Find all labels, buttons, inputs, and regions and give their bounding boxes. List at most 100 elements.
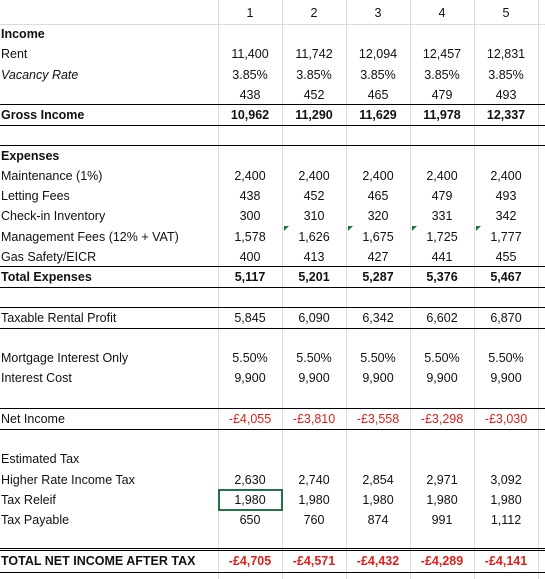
- row-label: TOTAL NET INCOME AFTER TAX: [1, 553, 196, 568]
- cell-value: 413: [303, 249, 325, 264]
- cell-value: 9,900: [426, 371, 458, 386]
- cell-value: 479: [431, 87, 453, 102]
- cell-value: -£3,558: [356, 411, 400, 426]
- grid-line: [474, 0, 475, 579]
- grid-line: [0, 24, 545, 25]
- cell-value: 6,090: [298, 310, 330, 325]
- cell-value: 3.85%: [232, 67, 268, 82]
- cell-value: 9,900: [298, 371, 330, 386]
- cell-value: 11,400: [231, 47, 269, 62]
- cell-value: -£4,289: [420, 553, 464, 568]
- cell-value: 5,467: [490, 270, 522, 284]
- column-header: 5: [502, 6, 510, 20]
- cell-value: 438: [239, 87, 261, 102]
- row-label: Maintenance (1%): [1, 168, 103, 183]
- row-label: Check-in Inventory: [1, 209, 106, 224]
- cell-value: 5,201: [298, 270, 330, 284]
- cell-value: 11,629: [359, 108, 397, 122]
- row-label: Estimated Tax: [1, 452, 80, 467]
- cell-value: 11,978: [423, 108, 461, 122]
- cell-value: -£3,298: [420, 411, 464, 426]
- row-label: Taxable Rental Profit: [1, 310, 117, 325]
- cell-value: 12,457: [422, 47, 462, 62]
- cell-value: 3.85%: [296, 67, 332, 82]
- cell-value: 493: [495, 189, 517, 203]
- cell-value: 9,900: [490, 371, 522, 386]
- error-indicator: [412, 225, 417, 231]
- cell-value: 1,980: [362, 492, 394, 507]
- cell-value: -£4,705: [228, 553, 272, 568]
- cell-value: 1,578: [234, 229, 266, 244]
- cell-value: 874: [367, 513, 389, 527]
- cell-value: 465: [367, 189, 389, 203]
- grid-line: [538, 0, 539, 579]
- border-line: [0, 327, 545, 329]
- selected-cell: [218, 488, 283, 511]
- cell-value: 465: [367, 87, 389, 102]
- cell-value: 5.50%: [488, 351, 524, 365]
- cell-value: 5.50%: [360, 351, 396, 365]
- error-indicator: [284, 225, 289, 231]
- cell-value: 5,287: [362, 270, 394, 284]
- cell-value: 5.50%: [296, 351, 332, 365]
- cell-value: 300: [239, 209, 261, 224]
- row-label: Vacancy Rate: [1, 67, 79, 82]
- grid-line: [218, 0, 219, 579]
- cell-value: 320: [367, 209, 389, 224]
- cell-value: 760: [303, 513, 325, 527]
- cell-value: -£4,055: [228, 411, 272, 426]
- row-label: Higher Rate Income Tax: [1, 472, 135, 487]
- border-line: [0, 549, 545, 551]
- cell-value: 11,742: [295, 47, 333, 62]
- cell-value: -£4,141: [484, 553, 528, 568]
- cell-value: 452: [303, 189, 325, 203]
- row-label: Net Income: [1, 411, 65, 426]
- row-label: Gas Safety/EICR: [1, 249, 97, 264]
- cell-value: 2,630: [234, 472, 266, 487]
- cell-value: 1,725: [426, 229, 458, 244]
- cell-value: 1,112: [490, 513, 522, 527]
- cell-value: 3.85%: [424, 67, 460, 82]
- column-header: 3: [374, 6, 382, 20]
- cell-value: 6,602: [426, 310, 458, 325]
- cell-value: 1,626: [298, 229, 330, 244]
- cell-value: 427: [367, 249, 389, 264]
- cell-value: -£3,030: [484, 411, 528, 426]
- cell-value: 2,400: [298, 168, 330, 183]
- border-line: [0, 266, 545, 267]
- row-label: Mortgage Interest Only: [1, 351, 129, 365]
- row-label: Tax Releif: [1, 492, 56, 507]
- cell-value: 3,092: [490, 472, 522, 487]
- cell-value: 1,777: [490, 229, 522, 244]
- cell-value: 5.50%: [424, 351, 460, 365]
- cell-value: 1,675: [362, 229, 394, 244]
- cell-value: 441: [431, 249, 453, 264]
- row-label: Gross Income: [1, 108, 85, 122]
- cell-value: 2,971: [426, 472, 458, 487]
- row-label: Letting Fees: [1, 189, 70, 203]
- border-line: [0, 428, 545, 430]
- cell-value: -£4,571: [292, 553, 336, 568]
- cell-value: 479: [431, 189, 453, 203]
- cell-value: 452: [303, 87, 325, 102]
- cell-value: 400: [239, 249, 261, 264]
- column-header: 2: [310, 6, 318, 20]
- cell-value: 2,400: [490, 168, 522, 183]
- cell-value: 1,980: [234, 492, 266, 507]
- cell-value: 331: [431, 209, 453, 224]
- grid-line: [346, 0, 347, 579]
- cell-value: 991: [431, 513, 453, 527]
- border-line: [0, 104, 545, 105]
- row-label: Tax Payable: [1, 513, 70, 527]
- grid-line: [282, 0, 283, 579]
- cell-value: 6,870: [490, 310, 522, 325]
- cell-value: 10,962: [230, 108, 270, 122]
- cell-value: -£4,432: [356, 553, 400, 568]
- column-header: 1: [246, 6, 254, 20]
- cell-value: 1,980: [298, 492, 330, 507]
- cell-value: 5,376: [426, 270, 458, 284]
- cell-value: 650: [239, 513, 261, 527]
- row-label: Management Fees (12% + VAT): [1, 229, 179, 244]
- cell-value: 11,290: [295, 108, 333, 122]
